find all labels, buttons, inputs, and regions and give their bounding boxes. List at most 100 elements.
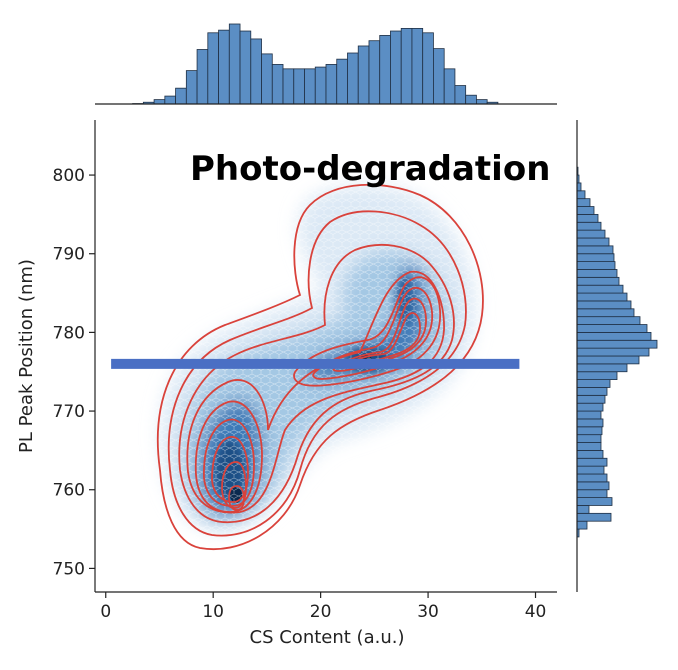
kde-contour (178, 244, 455, 524)
y-histogram-bar (576, 253, 615, 263)
x-histogram-bar (411, 27, 424, 105)
kde-contour (167, 210, 467, 537)
x-histogram-bar (282, 68, 295, 105)
kde-contour (312, 287, 433, 380)
y-histogram-bar (576, 379, 611, 388)
y-histogram-bar (576, 481, 610, 491)
x-histogram-bar (250, 38, 262, 105)
x-histogram-bar (400, 27, 413, 105)
x-histogram-bar (465, 94, 477, 105)
y-histogram-bar (576, 198, 591, 207)
x-histogram-bar (185, 70, 198, 105)
x-histogram-bar (422, 32, 434, 105)
x-histogram-bar (271, 64, 284, 105)
kde-contour-outer (156, 183, 484, 550)
y-histogram-bar (576, 292, 628, 302)
y-tick-label: 750 (53, 559, 85, 579)
y-histogram-bar (576, 316, 641, 325)
y-histogram-bar (576, 331, 652, 341)
kde-contour (293, 276, 441, 387)
annotation-photo-degradation: Photo-degradation (190, 149, 550, 189)
y-histogram-bar (576, 473, 608, 483)
y-histogram-bar (576, 449, 604, 459)
y-histogram-bar (576, 402, 604, 412)
x-histogram-bar (368, 40, 381, 105)
x-axis-ticks: 0 10 20 30 40 (100, 592, 546, 622)
y-histogram-bar (576, 237, 610, 247)
y-histogram-bar (576, 512, 612, 522)
y-histogram-bar (576, 363, 628, 373)
y-histogram-bar (576, 442, 602, 451)
x-histogram-bar (164, 95, 176, 105)
x-tick-label: 40 (525, 602, 547, 622)
x-histogram-bar (175, 87, 187, 105)
y-histogram-bar (576, 269, 618, 278)
x-histogram-bar (357, 45, 370, 105)
y-tick-label: 770 (53, 402, 85, 422)
kde-contours (156, 183, 484, 550)
x-histogram-bar (239, 30, 252, 105)
y-histogram-bar (576, 261, 616, 270)
y-histogram-bar (576, 497, 613, 506)
y-histogram-bar (576, 371, 618, 381)
y-histogram-bar (576, 520, 588, 530)
kde-contour (221, 461, 247, 509)
y-axis-label: PL Peak Position (nm) (16, 259, 37, 453)
x-histogram-bar (443, 68, 456, 105)
y-histogram-bar (576, 489, 608, 499)
x-histogram-bar (261, 53, 273, 105)
x-histogram-bar (304, 68, 316, 105)
kde-contour (228, 485, 245, 511)
x-histogram-bar (325, 64, 338, 105)
x-histogram-bar (347, 52, 359, 105)
y-histogram-bar (576, 457, 608, 467)
y-histogram-bar (576, 245, 614, 255)
x-tick-label: 0 (100, 602, 111, 622)
x-histogram-bar (379, 35, 391, 105)
y-histogram-bar (576, 229, 606, 239)
y-tick-label: 790 (53, 245, 85, 265)
y-histogram-bar (576, 465, 605, 475)
x-histogram-bar (153, 99, 166, 105)
y-histogram-bar (576, 206, 595, 215)
y-histogram-bar (576, 410, 602, 420)
x-histogram-bar (433, 48, 445, 105)
y-histogram-bar (576, 324, 648, 333)
x-tick-label: 30 (417, 602, 439, 622)
y-histogram-bar (576, 190, 586, 200)
x-histogram-bar (196, 49, 209, 105)
y-histogram-bar (576, 394, 606, 404)
y-histogram-bar (576, 387, 608, 396)
y-histogram-bar (576, 221, 602, 231)
x-histogram-bar (390, 30, 402, 105)
kde-contour (203, 418, 255, 507)
x-tick-label: 10 (202, 602, 224, 622)
y-histogram-bar (576, 339, 658, 349)
y-histogram-bar (576, 213, 599, 223)
y-histogram-bar (576, 426, 603, 436)
x-axis-label: CS Content (a.u.) (250, 627, 405, 648)
y-histogram-bar (576, 505, 590, 514)
y-histogram-bar (576, 284, 624, 294)
y-tick-label: 800 (53, 166, 85, 186)
y-histogram-bar (576, 300, 632, 310)
x-histogram-bar (228, 23, 241, 105)
y-histogram-bar (576, 418, 604, 428)
x-histogram-bar (476, 99, 488, 105)
hexbin-density (95, 120, 557, 592)
y-tick-label: 760 (53, 481, 85, 501)
x-marginal-histogram (132, 23, 499, 105)
x-histogram-bar (207, 32, 219, 105)
x-histogram-bar (293, 68, 305, 105)
y-marginal-histogram (576, 166, 658, 538)
y-histogram-bar (576, 308, 635, 318)
kde-contour (194, 400, 263, 513)
y-histogram-bar (576, 355, 640, 365)
x-histogram-bar (336, 58, 348, 105)
kde-contour (332, 297, 427, 372)
x-histogram-bar (218, 29, 230, 105)
y-axis-ticks: 750 760 770 780 790 800 (53, 166, 95, 579)
x-tick-label: 20 (310, 602, 332, 622)
kde-contour (186, 270, 445, 514)
